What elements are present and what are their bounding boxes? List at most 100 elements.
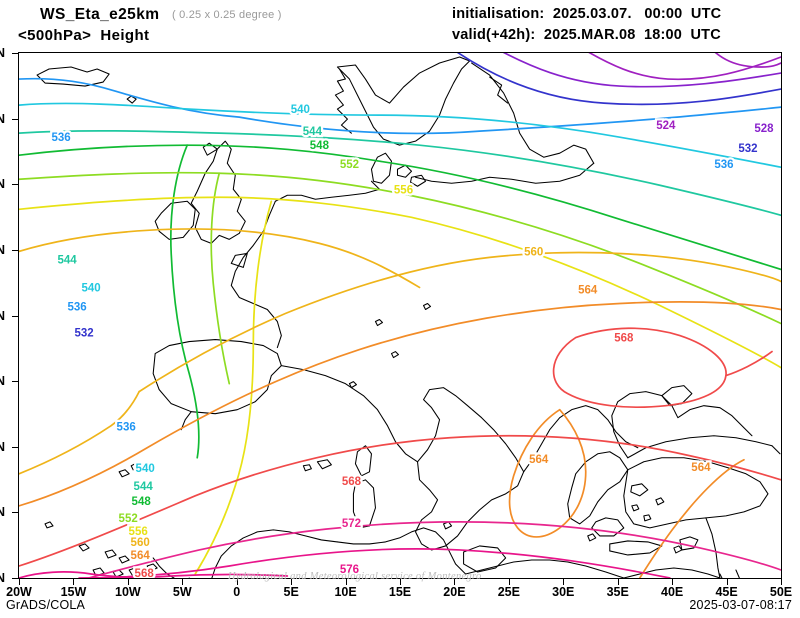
longitude-tick-label: 10E — [334, 585, 357, 599]
contour-576-b — [78, 548, 671, 578]
latitude-tick — [12, 446, 18, 448]
contour-label-528: 528 — [754, 123, 774, 135]
contour-536 — [19, 77, 781, 135]
contour-label-560: 560 — [524, 246, 543, 258]
longitude-tick — [672, 579, 674, 585]
longitude-tick — [563, 579, 565, 585]
contour-label-576: 576 — [340, 564, 359, 576]
contour-label-halo: 528 — [754, 123, 774, 135]
latitude-tick-label: N — [0, 46, 6, 60]
longitude-tick — [291, 579, 293, 585]
contour-label-layer: 5365365405405445445485485525525565565245… — [49, 102, 776, 578]
contour-568 — [19, 434, 781, 567]
latitude-tick-label: N — [0, 439, 6, 454]
longitude-tick — [617, 579, 619, 585]
longitude-tick — [508, 579, 510, 585]
longitude-tick — [726, 579, 728, 585]
contour-label-536: 536 — [67, 301, 86, 313]
longitude-tick-label: 20E — [443, 585, 466, 599]
contour-label-halo: 524 — [656, 120, 676, 132]
longitude-tick — [400, 579, 401, 585]
contour-564-greece — [508, 408, 587, 538]
latitude-tick — [12, 512, 18, 514]
contour-label-564: 564 — [691, 462, 711, 474]
contour-label-568: 568 — [614, 333, 634, 345]
contour-528 — [502, 53, 781, 88]
contour-label-536: 536 — [714, 159, 733, 171]
generation-timestamp-label: 2025-03-07-08:17 — [689, 598, 792, 612]
latitude-tick-label: N — [0, 177, 6, 192]
contour-label-568: 568 — [135, 568, 155, 578]
contour-label-540: 540 — [136, 463, 155, 475]
longitude-tick-label: 40E — [661, 585, 684, 599]
contour-540 — [19, 102, 781, 169]
contour-label-560: 560 — [131, 537, 150, 549]
contour-564-east — [638, 458, 745, 578]
longitude-tick-label: 0 — [233, 585, 241, 599]
latitude-tick-label: N — [0, 571, 6, 585]
latitude-tick-label: N — [0, 242, 6, 257]
contour-label-halo: 544 — [134, 481, 154, 493]
longitude-tick — [19, 579, 20, 585]
initialisation-time-label: initialisation: 2025.03.07. 00:00 UTC — [452, 6, 722, 22]
contour-label-halo: 568 — [135, 568, 155, 578]
contour-548-branch — [169, 144, 200, 459]
longitude-tick-label: 30E — [552, 585, 575, 599]
latitude-tick — [12, 381, 18, 383]
contour-label-548: 548 — [310, 140, 330, 152]
contour-label-halo: 564 — [691, 462, 711, 474]
contour-564 — [19, 301, 781, 507]
contour-label-552: 552 — [119, 513, 138, 525]
longitude-tick — [73, 579, 75, 585]
contour-label-halo: 532 — [74, 328, 93, 340]
contour-label-halo: 548 — [310, 140, 330, 152]
contour-556 — [19, 196, 781, 369]
contour-label-halo: 548 — [132, 496, 152, 508]
field-level-label: <500hPa> Height — [18, 27, 150, 44]
latitude-tick — [12, 249, 18, 251]
longitude-tick — [454, 579, 456, 585]
contour-label-544: 544 — [57, 254, 77, 266]
contour-label-548: 548 — [132, 496, 152, 508]
contour-label-552: 552 — [340, 159, 359, 171]
coastlines-layer — [36, 56, 781, 578]
longitude-tick-label: 35E — [606, 585, 629, 599]
contour-label-halo: 568 — [342, 476, 362, 488]
contour-label-532: 532 — [738, 143, 757, 155]
contour-572 — [85, 521, 781, 578]
longitude-tick-label: 50E — [769, 585, 793, 599]
contour-524-b — [714, 53, 781, 68]
contour-label-halo: 540 — [136, 463, 155, 475]
longitude-tick-label: 15E — [388, 585, 412, 599]
model-name-label: WS_Eta_e25km — [40, 6, 160, 23]
contour-label-halo: 564 — [578, 284, 598, 296]
contour-label-halo: 572 — [342, 518, 361, 530]
contour-532 — [456, 53, 781, 106]
contour-label-556: 556 — [394, 184, 413, 196]
contour-label-564: 564 — [529, 454, 549, 466]
longitude-tick-label: 45E — [715, 585, 738, 599]
contour-label-544: 544 — [303, 126, 323, 138]
longitude-tick — [781, 579, 782, 585]
latitude-tick-label: N — [0, 505, 6, 520]
contour-label-halo: 540 — [82, 282, 101, 294]
contour-label-540: 540 — [291, 104, 310, 116]
contour-label-halo: 560 — [524, 246, 543, 258]
contour-560-mid — [138, 251, 781, 393]
contour-576 — [19, 571, 289, 578]
latitude-tick — [12, 184, 18, 186]
contour-map-plot: 536 536 540 540 544 544 548 548 552 552 556 556 524 5… — [18, 52, 782, 579]
grads-credit-label: GrADS/COLA — [6, 598, 86, 612]
longitude-tick-label: 15W — [60, 585, 87, 599]
contour-label-544: 544 — [134, 481, 154, 493]
longitude-tick-label: 25E — [497, 585, 520, 599]
contour-568-tail — [725, 350, 773, 377]
contour-label-532: 532 — [74, 328, 93, 340]
longitude-tick — [182, 579, 184, 585]
latitude-tick — [12, 578, 18, 579]
contour-label-halo: 532 — [738, 143, 757, 155]
contour-label-540: 540 — [82, 282, 101, 294]
contour-label-halo: 560 — [131, 537, 150, 549]
valid-time-label: valid(+42h): 2025.MAR.08 18:00 UTC — [452, 27, 721, 43]
contour-label-halo: 536 — [67, 301, 86, 313]
